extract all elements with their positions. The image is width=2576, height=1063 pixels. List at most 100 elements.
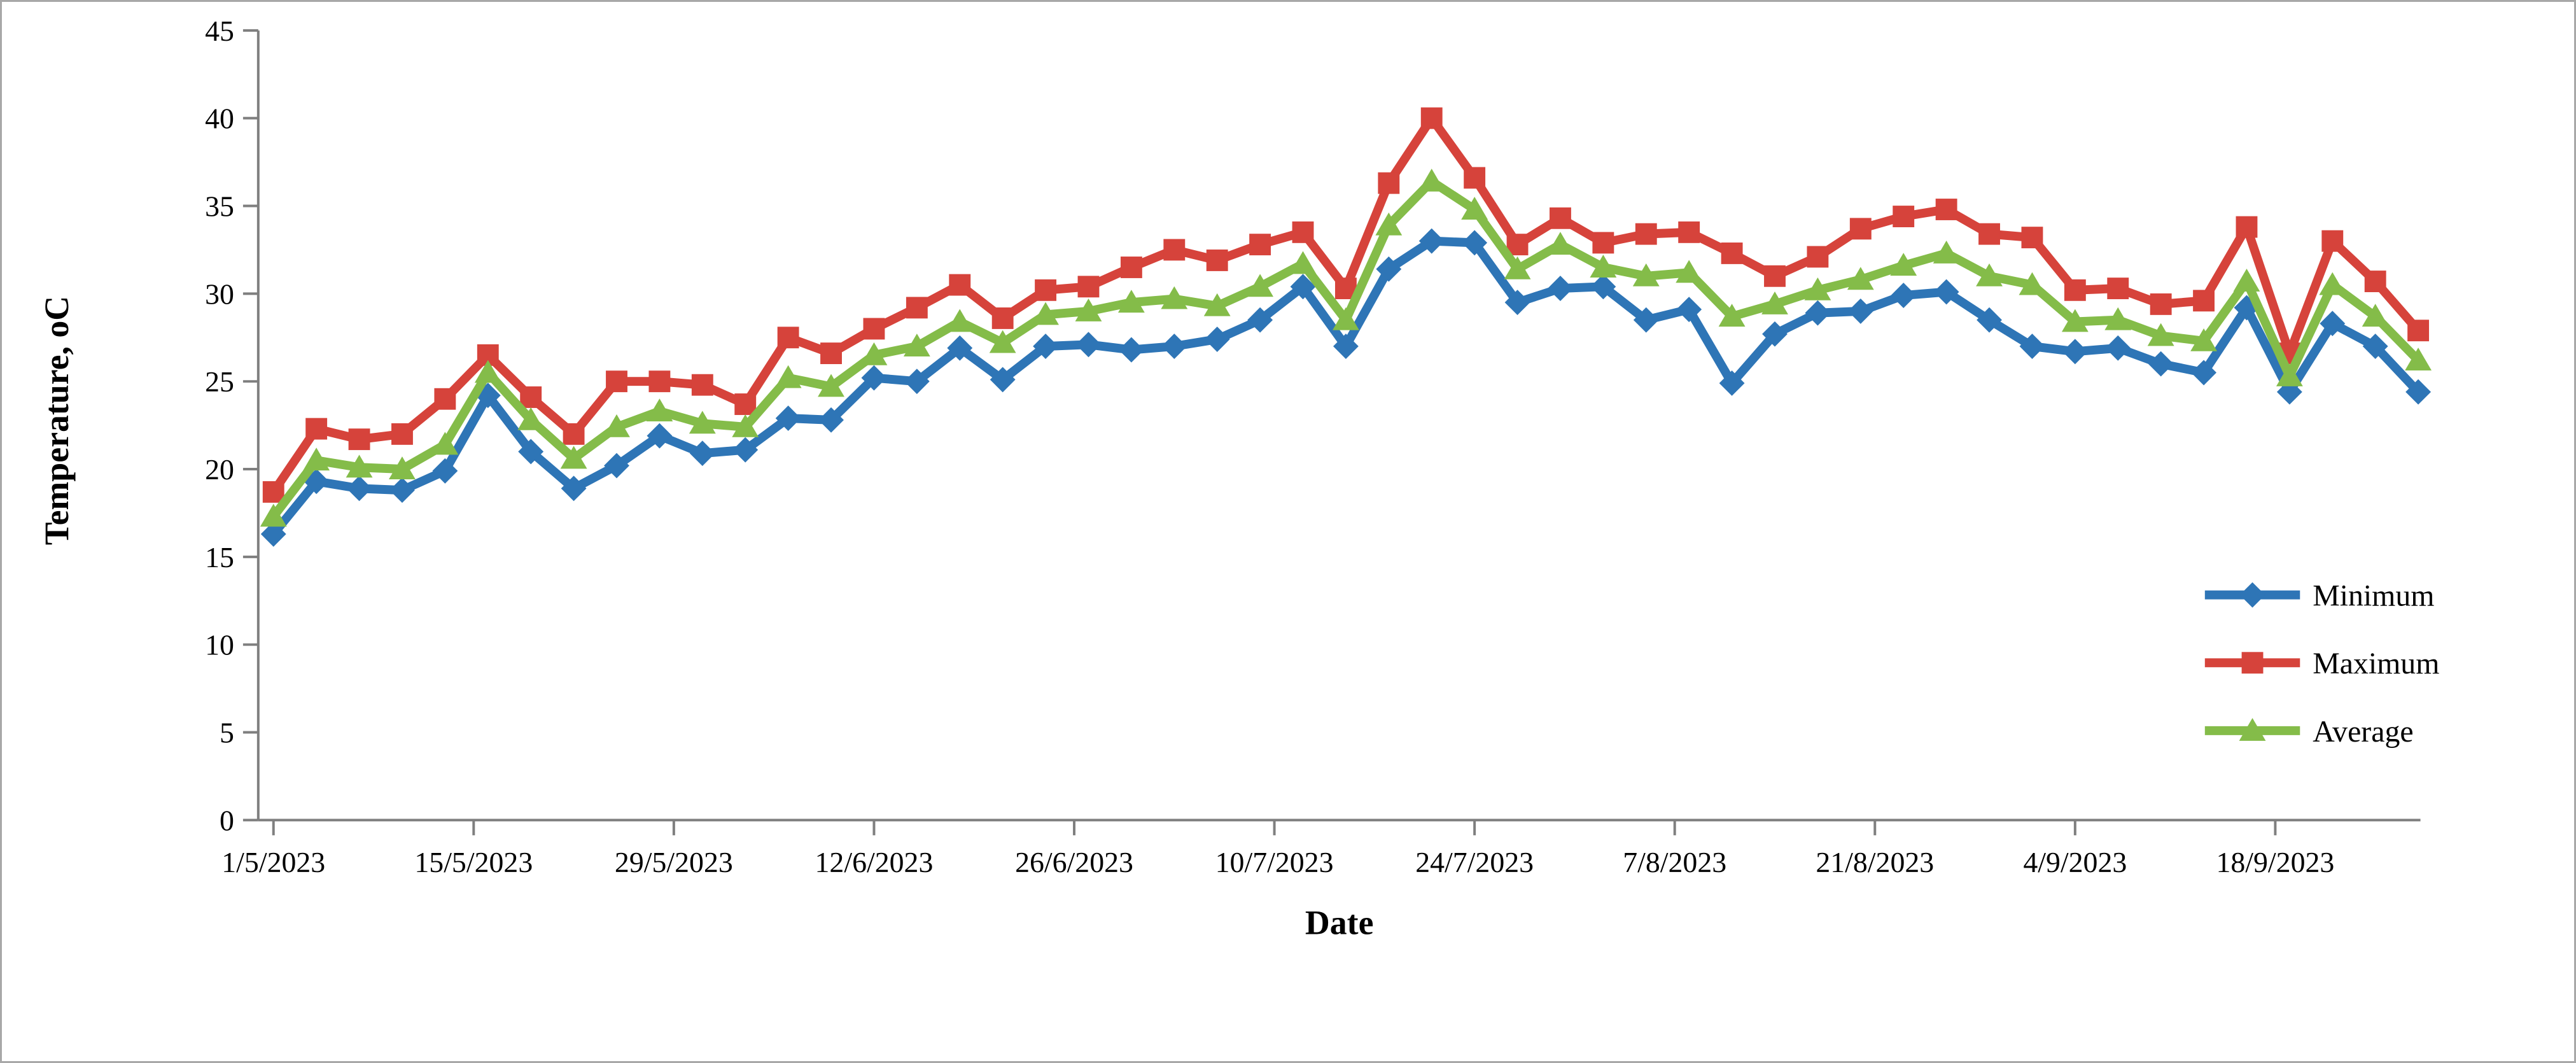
marker-diamond-minimum bbox=[2362, 334, 2388, 359]
marker-diamond-minimum bbox=[775, 405, 801, 432]
marker-square-maximum bbox=[1635, 223, 1657, 245]
marker-triangle-average bbox=[303, 447, 330, 471]
y-axis-title: Temperature, oC bbox=[38, 296, 76, 545]
marker-triangle-average bbox=[1804, 277, 1831, 300]
marker-diamond-minimum bbox=[260, 521, 286, 547]
marker-diamond-minimum bbox=[1462, 230, 1488, 256]
y-tick-label: 40 bbox=[205, 102, 234, 135]
marker-triangle-average bbox=[1117, 290, 1145, 313]
marker-diamond-minimum bbox=[1204, 327, 1230, 352]
marker-square-maximum bbox=[2150, 293, 2172, 315]
y-tick-label: 45 bbox=[205, 15, 234, 47]
marker-square-maximum bbox=[777, 327, 799, 349]
marker-diamond-minimum bbox=[561, 475, 587, 502]
x-tick-label: 29/5/2023 bbox=[615, 846, 733, 878]
marker-diamond-minimum bbox=[1333, 334, 1359, 359]
marker-diamond-minimum bbox=[346, 475, 372, 502]
marker-square-maximum bbox=[1721, 243, 1743, 264]
marker-triangle-average bbox=[1933, 241, 1960, 264]
marker-triangle-average bbox=[1032, 302, 1059, 325]
y-tick-label: 10 bbox=[205, 629, 234, 661]
marker-diamond-minimum bbox=[818, 407, 844, 433]
marker-triangle-average bbox=[860, 342, 888, 365]
y-tick-label: 20 bbox=[205, 453, 234, 486]
marker-triangle-average bbox=[431, 432, 459, 455]
legend-marker-average bbox=[2239, 717, 2266, 741]
marker-triangle-average bbox=[560, 446, 587, 469]
x-tick-label: 15/5/2023 bbox=[414, 846, 533, 878]
marker-diamond-minimum bbox=[689, 440, 715, 467]
marker-diamond-minimum bbox=[1118, 337, 1144, 363]
marker-square-maximum bbox=[520, 386, 542, 408]
marker-square-maximum bbox=[1849, 218, 1872, 240]
marker-triangle-average bbox=[389, 456, 416, 479]
marker-square-maximum bbox=[691, 374, 713, 396]
marker-square-maximum bbox=[1378, 172, 1400, 194]
marker-triangle-average bbox=[474, 360, 501, 383]
marker-triangle-average bbox=[2147, 323, 2174, 346]
x-tick-label: 7/8/2023 bbox=[1623, 846, 1726, 878]
marker-triangle-average bbox=[2233, 269, 2260, 292]
marker-triangle-average bbox=[1676, 260, 1703, 283]
marker-triangle-average bbox=[903, 334, 930, 356]
marker-triangle-average bbox=[603, 414, 630, 437]
marker-square-maximum bbox=[1206, 250, 1228, 271]
legend-marker-minimum bbox=[2239, 582, 2265, 608]
marker-square-maximum bbox=[1077, 276, 1100, 298]
marker-square-maximum bbox=[1978, 223, 2000, 245]
marker-square-maximum bbox=[391, 423, 413, 445]
marker-triangle-average bbox=[1332, 307, 1359, 330]
marker-square-maximum bbox=[1464, 167, 1486, 189]
marker-square-maximum bbox=[1807, 246, 1829, 268]
marker-triangle-average bbox=[1203, 293, 1231, 316]
marker-triangle-average bbox=[2104, 307, 2132, 330]
marker-diamond-minimum bbox=[2019, 334, 2045, 359]
marker-square-maximum bbox=[1592, 232, 1614, 254]
marker-triangle-average bbox=[260, 503, 287, 527]
marker-square-maximum bbox=[348, 428, 370, 451]
marker-diamond-minimum bbox=[904, 369, 930, 395]
marker-diamond-minimum bbox=[1891, 283, 1917, 309]
marker-square-maximum bbox=[2107, 278, 2129, 300]
marker-triangle-average bbox=[1247, 274, 1274, 297]
x-tick-label: 12/6/2023 bbox=[815, 846, 934, 878]
marker-triangle-average bbox=[2405, 348, 2432, 371]
x-axis-title: Date bbox=[1305, 904, 1374, 942]
x-tick-label: 26/6/2023 bbox=[1015, 846, 1133, 878]
marker-triangle-average bbox=[989, 330, 1016, 353]
marker-triangle-average bbox=[2362, 304, 2389, 327]
marker-triangle-average bbox=[1632, 263, 1660, 286]
marker-diamond-minimum bbox=[1847, 298, 1873, 324]
marker-triangle-average bbox=[818, 374, 844, 397]
marker-triangle-average bbox=[346, 454, 373, 478]
marker-square-maximum bbox=[2364, 271, 2386, 292]
marker-triangle-average bbox=[2061, 309, 2089, 332]
x-tick-label: 24/7/2023 bbox=[1415, 846, 1534, 878]
marker-square-maximum bbox=[2064, 279, 2086, 301]
marker-triangle-average bbox=[1504, 256, 1531, 279]
marker-square-maximum bbox=[906, 297, 928, 319]
marker-diamond-minimum bbox=[1075, 332, 1102, 358]
marker-diamond-minimum bbox=[518, 439, 544, 465]
marker-square-maximum bbox=[606, 370, 627, 393]
marker-triangle-average bbox=[774, 365, 802, 388]
marker-square-maximum bbox=[434, 388, 456, 410]
marker-square-maximum bbox=[2021, 227, 2043, 249]
marker-square-maximum bbox=[734, 393, 757, 415]
series-line-maximum bbox=[269, 113, 2423, 496]
marker-square-maximum bbox=[1035, 279, 1057, 301]
marker-square-maximum bbox=[991, 307, 1014, 329]
marker-diamond-minimum bbox=[732, 437, 759, 463]
marker-diamond-minimum bbox=[2062, 339, 2088, 365]
marker-square-maximum bbox=[1764, 265, 1786, 287]
marker-triangle-average bbox=[1547, 232, 1574, 255]
marker-square-maximum bbox=[1120, 257, 1142, 278]
marker-triangle-average bbox=[1590, 255, 1617, 278]
marker-square-maximum bbox=[2407, 320, 2430, 342]
marker-square-maximum bbox=[1935, 199, 1957, 220]
marker-diamond-minimum bbox=[1376, 256, 1402, 282]
marker-diamond-minimum bbox=[1290, 274, 1316, 300]
marker-triangle-average bbox=[1847, 267, 1874, 290]
marker-square-maximum bbox=[1678, 221, 1700, 243]
